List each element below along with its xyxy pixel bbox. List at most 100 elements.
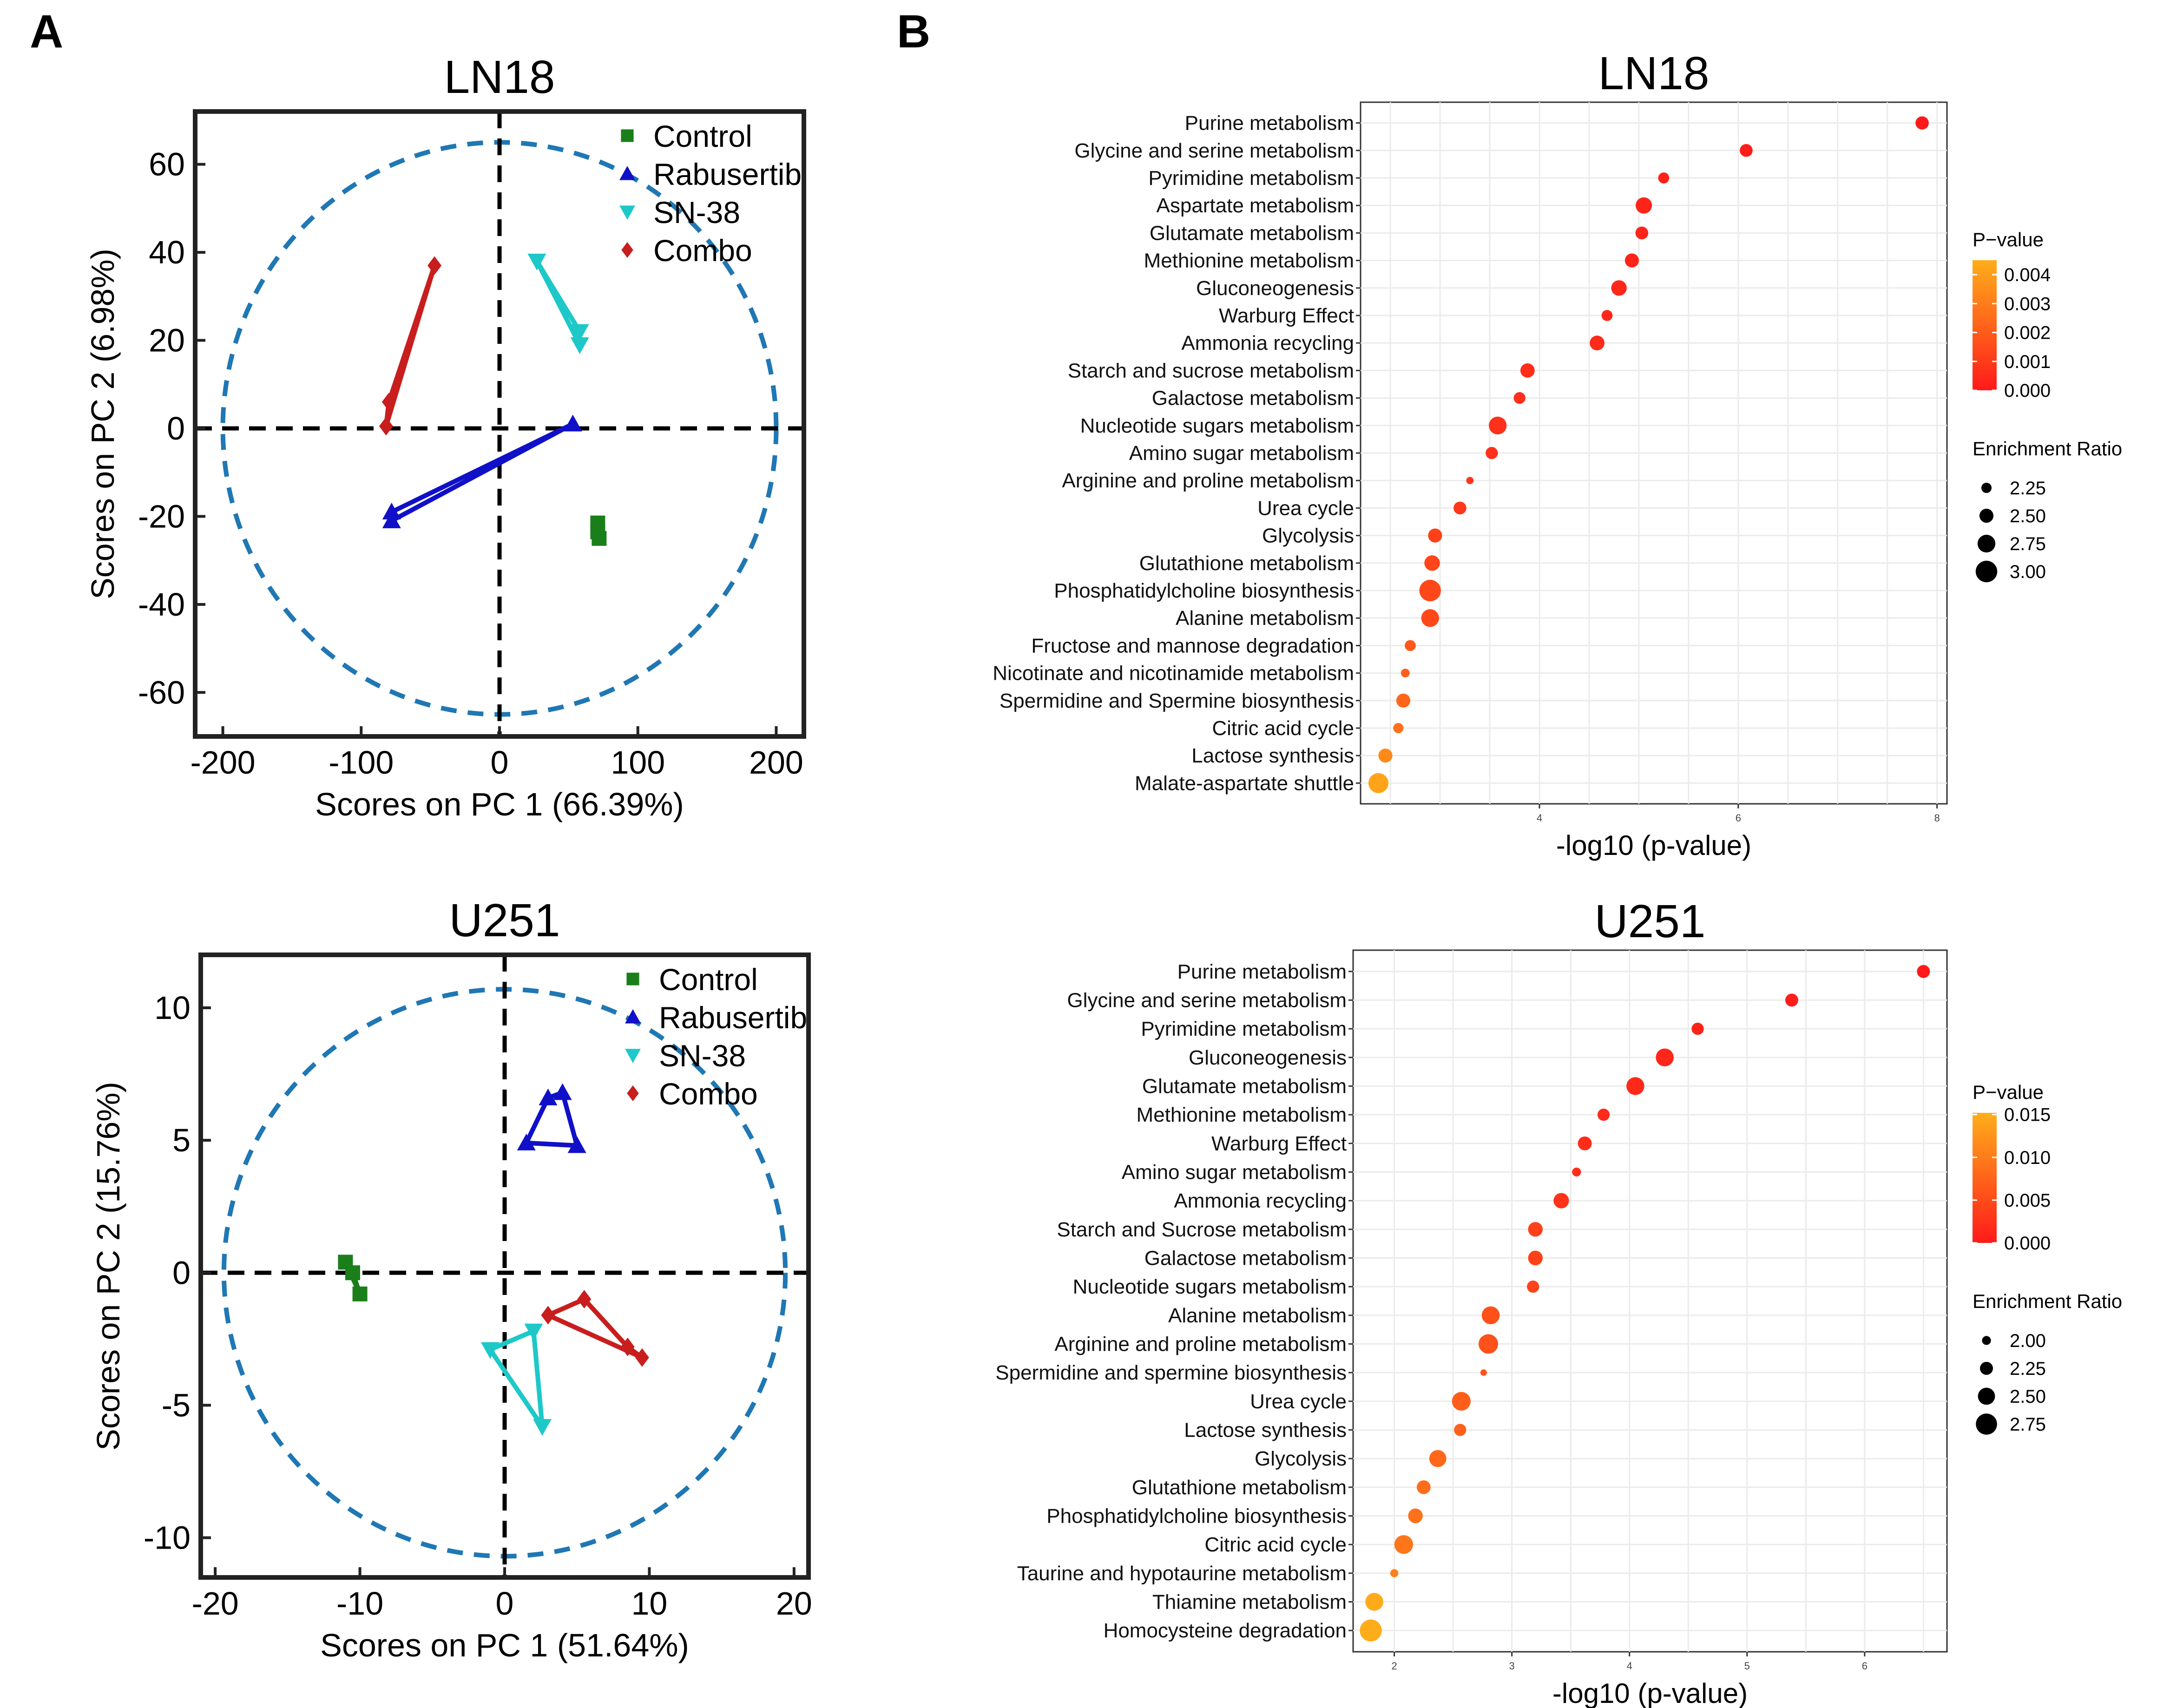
legend-marker-rabusertib <box>619 166 635 180</box>
size-legend-dot <box>1977 534 1996 553</box>
enrichment-dot <box>1553 1193 1569 1209</box>
colorbar-tick-label: 0.004 <box>2004 265 2051 285</box>
x-axis-label: Scores on PC 1 (51.64%) <box>320 1627 689 1663</box>
enrichment-dot <box>1479 1334 1499 1354</box>
size-legend-dot <box>1982 1336 1991 1345</box>
point-rabusertib <box>563 414 582 432</box>
enrichment-dot <box>1611 280 1627 296</box>
y-tick-label: 0 <box>172 1255 191 1291</box>
enrichment-dot <box>1572 1167 1581 1177</box>
y-tick-label: 60 <box>149 146 185 183</box>
pathway-label: Gluconeogenesis <box>1189 1046 1347 1069</box>
pathway-label: Glycine and serine metabolism <box>1074 139 1354 162</box>
y-axis-label: Scores on PC 2 (6.98%) <box>85 249 121 599</box>
pathway-label: Alanine metabolism <box>1168 1304 1347 1327</box>
point-sn38 <box>570 337 589 355</box>
point-rabusertib <box>539 1088 558 1105</box>
enrichment-dot <box>1740 144 1753 157</box>
pathway-label: Citric acid cycle <box>1204 1533 1347 1556</box>
enrichment-dot <box>1691 1023 1704 1035</box>
legend-label-combo: Combo <box>659 1077 758 1111</box>
pathway-label: Phosphatidylcholine biosynthesis <box>1054 579 1354 602</box>
pathway-label: Ammonia recycling <box>1174 1189 1347 1212</box>
colorbar-tick-label: 0.015 <box>2004 1105 2051 1125</box>
legend-label-control: Control <box>653 119 752 153</box>
enrichment-dot <box>1416 1480 1431 1494</box>
size-legend-dot <box>1976 1413 1997 1435</box>
size-legend-dot <box>1979 508 1994 523</box>
x-tick-label: 4 <box>1537 812 1542 824</box>
y-tick-label: -5 <box>162 1387 191 1423</box>
x-axis-label: -log10 (p-value) <box>1552 1678 1748 1708</box>
point-combo <box>427 256 442 275</box>
enrichment-dot <box>1405 640 1416 651</box>
pathway-label: Arginine and proline metabolism <box>1062 469 1354 492</box>
pathway-label: Alanine metabolism <box>1176 607 1354 630</box>
enrichment-dot <box>1429 1450 1447 1467</box>
series-outline-rabusertib <box>389 421 575 523</box>
size-legend-dot <box>1975 560 1998 583</box>
pathway-label: Glycolysis <box>1255 1447 1347 1470</box>
x-tick-label: 100 <box>611 744 665 781</box>
enrichment-legend-title: Enrichment Ratio <box>1973 1290 2122 1312</box>
pvalue-legend-title: P−value <box>1973 1081 2044 1103</box>
legend-marker-sn38 <box>619 205 635 220</box>
enrichment-dot <box>1396 693 1411 708</box>
y-tick-label: -40 <box>138 586 185 623</box>
pathway-label: Phosphatidylcholine biosynthesis <box>1046 1505 1347 1528</box>
y-axis-label: Scores on PC 2 (15.76%) <box>90 1082 126 1451</box>
pathway-label: Ammonia recycling <box>1181 332 1354 355</box>
size-legend-label: 2.25 <box>2010 478 2046 499</box>
point-combo <box>381 393 396 412</box>
enrichment-dot <box>1590 335 1605 351</box>
pathway-label: Methionine metabolism <box>1137 1104 1347 1126</box>
pca-title-u251: U251 <box>449 894 560 946</box>
y-tick-label: 20 <box>149 322 185 359</box>
x-tick-label: -20 <box>192 1585 239 1622</box>
enrichment-dot <box>1486 447 1498 460</box>
colorbar-tick-label: 0.003 <box>2004 294 2051 314</box>
legend-marker-sn38 <box>625 1049 641 1063</box>
panel-label-a: A <box>30 6 63 58</box>
pathway-label: Fructose and mannose degradation <box>1031 634 1354 657</box>
y-tick-label: -10 <box>144 1519 191 1556</box>
x-axis-label: Scores on PC 1 (66.39%) <box>315 786 684 822</box>
enrichment-dot <box>1635 226 1649 240</box>
point-control <box>592 531 607 546</box>
pathway-label: Galactose metabolism <box>1144 1247 1347 1270</box>
enrichment-dot <box>1528 1250 1543 1266</box>
pathway-label: Glutamate metabolism <box>1142 1075 1347 1098</box>
enrichment-dot <box>1578 1136 1592 1150</box>
point-sn38 <box>524 1323 543 1340</box>
enrichment-dot <box>1428 528 1442 543</box>
y-tick-label: -20 <box>138 498 185 534</box>
pathway-label: Aspartate metabolism <box>1156 194 1354 217</box>
pathway-label: Pyrimidine metabolism <box>1148 167 1354 190</box>
colorbar-tick-label: 0.000 <box>2004 1233 2051 1254</box>
pathway-label: Lactose synthesis <box>1184 1419 1347 1442</box>
size-legend-dot <box>1978 1387 1995 1405</box>
enrichment-legend-title: Enrichment Ratio <box>1973 438 2122 460</box>
pathway-label: Malate-aspartate shuttle <box>1135 772 1354 795</box>
pathway-label: Urea cycle <box>1257 497 1354 519</box>
x-tick-label: 2 <box>1391 1660 1397 1672</box>
pathway-label: Warburg Effect <box>1219 304 1354 327</box>
dotplot-title-u251: U251 <box>1594 895 1705 947</box>
pathway-label: Arginine and proline metabolism <box>1054 1333 1347 1356</box>
legend-marker-combo <box>621 242 633 258</box>
legend-marker-rabusertib <box>625 1009 641 1024</box>
pathway-label: Starch and Sucrose metabolism <box>1057 1218 1347 1241</box>
enrichment-dot <box>1917 965 1930 978</box>
colorbar-tick-label: 0.005 <box>2004 1190 2051 1211</box>
y-tick-label: 0 <box>167 410 185 447</box>
legend-label-rabusertib: Rabusertib <box>659 1000 807 1035</box>
pathway-label: Spermidine and spermine biosynthesis <box>995 1361 1347 1384</box>
x-tick-label: 20 <box>776 1585 812 1622</box>
pathway-label: Glycine and serine metabolism <box>1067 989 1347 1012</box>
x-tick-label: 5 <box>1744 1660 1750 1672</box>
colorbar-tick-label: 0.002 <box>2004 323 2051 343</box>
point-sn38 <box>570 324 589 341</box>
size-legend-label: 2.00 <box>2010 1331 2046 1351</box>
enrichment-dot <box>1656 1048 1674 1067</box>
